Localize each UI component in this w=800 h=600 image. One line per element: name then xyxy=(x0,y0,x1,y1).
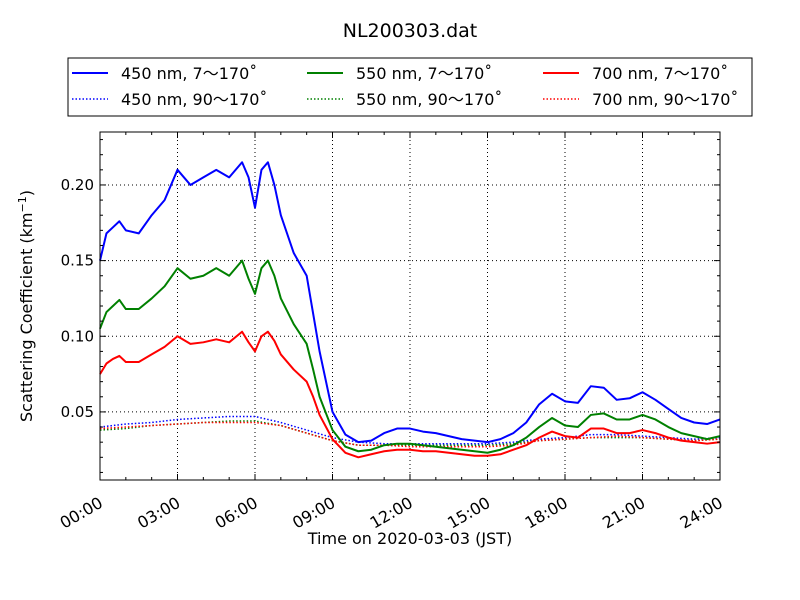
legend-box xyxy=(67,57,753,117)
y-tick-label: 0.20 xyxy=(61,176,94,194)
plot-background xyxy=(100,132,720,480)
grid xyxy=(100,132,720,480)
plot-frame xyxy=(99,131,721,481)
legend-label-2: 550 nm, 7～170˚ xyxy=(356,64,492,83)
y-tick-label: 0.05 xyxy=(61,403,94,421)
legend-entries: 450 nm, 7～170˚ 550 nm, 7～170˚ 700 nm, 7～17… xyxy=(72,64,738,109)
series-line-6 xyxy=(99,421,721,448)
legend-label-1: 450 nm, 7～170˚ xyxy=(121,64,257,83)
x-axis-label: Time on 2020-03-03 (JST) xyxy=(307,529,512,548)
y-axis-label-main: Scattering Coefficient (km xyxy=(17,212,36,422)
series-layer xyxy=(99,161,721,459)
plot-area xyxy=(99,131,721,481)
y-axis-label-close: ) xyxy=(17,190,36,196)
series-line-2 xyxy=(99,259,721,454)
y-axis-label: Scattering Coefficient (km−1) xyxy=(16,190,36,422)
legend-label-5: 550 nm, 90～170˚ xyxy=(356,90,502,109)
y-tick-labels: 0.05 0.10 0.15 0.20 xyxy=(61,176,94,421)
legend: 450 nm, 7～170˚ 550 nm, 7～170˚ 700 nm, 7～17… xyxy=(67,57,753,117)
y-tick-label: 0.10 xyxy=(61,327,94,345)
series-line-1 xyxy=(99,161,721,444)
legend-label-4: 450 nm, 90～170˚ xyxy=(121,90,267,109)
legend-label-3: 700 nm, 7～170˚ xyxy=(592,64,728,83)
chart-title: NL200303.dat xyxy=(343,20,478,42)
series-line-3 xyxy=(99,330,721,459)
y-tick-label: 0.15 xyxy=(61,252,94,270)
y-axis-label-sup: −1 xyxy=(16,196,29,212)
legend-label-6: 700 nm, 90～170˚ xyxy=(592,90,738,109)
